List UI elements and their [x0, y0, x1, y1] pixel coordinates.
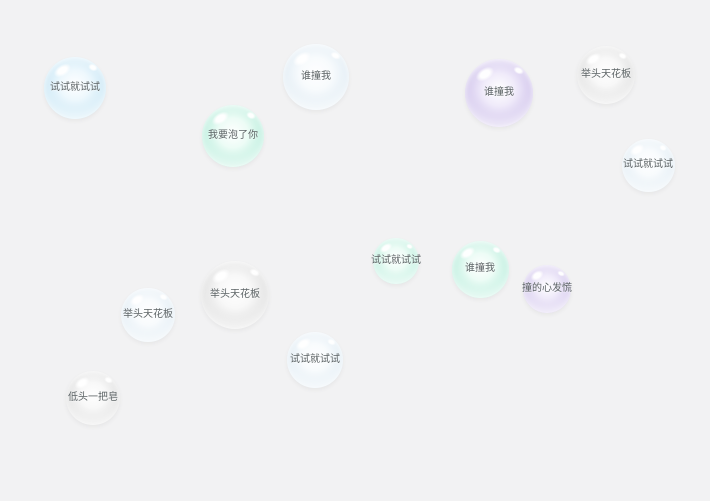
bubble-highlight-right — [87, 62, 99, 74]
bubble[interactable]: 举头天花板 — [121, 288, 175, 342]
bubble-highlight-right — [158, 292, 169, 302]
bubble-highlight-right — [491, 245, 502, 256]
bubble[interactable]: 试试就试试 — [371, 238, 421, 284]
bubble[interactable]: 试试就试试 — [621, 138, 675, 192]
bubble-highlight-right — [328, 50, 342, 62]
bubble-label: 低头一把皂 — [68, 392, 118, 403]
bubble[interactable]: 谁撞我 — [283, 44, 349, 110]
bubble-highlight-left — [127, 291, 147, 309]
bubble[interactable]: 举头天花板 — [577, 46, 635, 104]
bubble-highlight-right — [103, 375, 114, 385]
bubble-highlight-left — [293, 335, 314, 354]
bubble[interactable]: 举头天花板 — [201, 261, 269, 329]
bubble-highlight-left — [378, 240, 395, 256]
bubble-label: 试试就试试 — [371, 255, 421, 266]
bubble-highlight-right — [556, 269, 566, 278]
bubble[interactable]: 低头一把皂 — [66, 371, 120, 425]
bubble-highlight-right — [325, 337, 337, 347]
bubble-highlight-right — [658, 143, 669, 153]
bubble[interactable]: 撞的心发慌 — [522, 265, 572, 313]
bubble-label: 试试就试试 — [50, 82, 100, 93]
bubble[interactable]: 我要泡了你 — [202, 105, 264, 167]
bubble-highlight-left — [208, 265, 233, 287]
bubble-label: 谁撞我 — [484, 87, 514, 98]
bubble-highlight-left — [72, 374, 92, 392]
bubble[interactable]: 试试就试试 — [287, 332, 343, 388]
bubble[interactable]: 谁撞我 — [465, 59, 533, 127]
bubble-highlight-left — [528, 268, 546, 284]
bubble-highlight-left — [472, 63, 497, 85]
bubble-highlight-left — [458, 244, 478, 262]
bubble-highlight-right — [245, 110, 257, 122]
bubble[interactable]: 谁撞我 — [451, 240, 509, 298]
bubble-highlight-right — [512, 65, 526, 77]
bubble-highlight-left — [209, 108, 231, 129]
bubble-highlight-right — [404, 242, 414, 250]
bubble-highlight-left — [627, 141, 647, 159]
bubble-label: 我要泡了你 — [208, 130, 258, 141]
bubble-label: 试试就试试 — [290, 354, 340, 365]
bubble-label: 试试就试试 — [623, 159, 673, 170]
bubble-label: 谁撞我 — [301, 71, 331, 82]
bubble-label: 谁撞我 — [465, 263, 495, 274]
bubble-label: 撞的心发慌 — [522, 283, 572, 294]
bubble-highlight-left — [290, 48, 314, 69]
bubble-label: 举头天花板 — [210, 289, 260, 300]
bubble-highlight-left — [51, 60, 73, 81]
bubble-label: 举头天花板 — [123, 309, 173, 320]
bubble[interactable]: 试试就试试 — [44, 57, 106, 119]
bubble-label: 举头天花板 — [581, 69, 631, 80]
bubble-highlight-right — [617, 51, 629, 61]
bubble-highlight-right — [248, 267, 262, 279]
bubble-highlight-left — [583, 49, 604, 68]
